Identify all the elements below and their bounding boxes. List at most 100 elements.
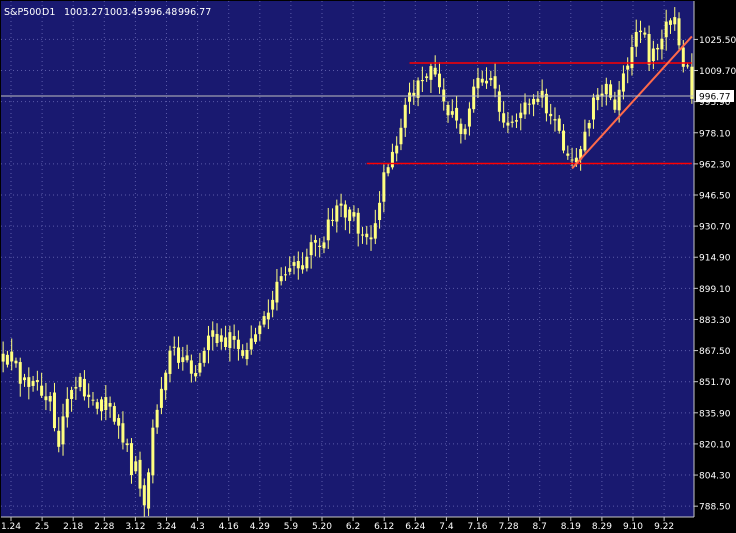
candle-body	[562, 130, 566, 151]
candle-body	[288, 268, 292, 272]
candle-body	[18, 362, 22, 384]
candle-body	[510, 121, 514, 123]
candle-body	[549, 113, 553, 117]
y-tick-label: 978.10	[699, 129, 731, 139]
candle-body	[369, 237, 373, 240]
candle-body	[104, 397, 108, 410]
candle-body	[591, 97, 595, 120]
candle-body	[506, 122, 510, 126]
y-tick-label: 993.90	[699, 98, 731, 108]
candle-body	[194, 373, 198, 377]
candle-body	[44, 396, 48, 401]
candle-body	[621, 73, 625, 92]
candle-body	[557, 118, 561, 131]
candle-body	[82, 378, 86, 397]
candle-body	[446, 104, 450, 116]
candle-body	[117, 418, 121, 426]
candle-body	[40, 385, 44, 396]
candle-body	[87, 394, 91, 398]
candle-body	[279, 276, 283, 282]
x-axis-ticks: 1.24 2.5 2.18 2.28 3.12 3.24 4.3 4.16 4.29 5.9 5.2…	[1, 517, 674, 532]
candle-body	[450, 111, 454, 115]
candle-body	[305, 256, 309, 269]
candle-body	[309, 242, 313, 256]
candle-body	[485, 80, 489, 84]
candle-body	[570, 159, 574, 161]
y-tick-label: 851.70	[699, 378, 731, 388]
candle-body	[121, 423, 125, 443]
candle-body	[112, 406, 116, 422]
x-tick-label: 8.29	[592, 522, 612, 532]
candle-body	[399, 127, 403, 145]
candle-body	[241, 350, 245, 356]
candle-body	[523, 102, 527, 115]
candle-body	[352, 212, 356, 217]
candle-body	[198, 363, 202, 373]
y-tick-label: 962.30	[699, 160, 731, 170]
candle-body	[185, 355, 189, 361]
candle-body	[206, 335, 210, 350]
candle-body	[360, 234, 364, 236]
candle-body	[31, 380, 35, 386]
candle-body	[472, 86, 476, 110]
candle-body	[61, 416, 65, 445]
candle-body	[455, 107, 459, 121]
x-tick-label: 8.19	[561, 522, 581, 532]
y-tick-label: 899.10	[699, 285, 731, 295]
candle-body	[643, 32, 647, 35]
candle-body	[690, 66, 694, 99]
candle-body	[339, 203, 343, 206]
candle-body	[283, 274, 287, 276]
candle-body	[52, 392, 56, 429]
y-tick-label: 914.90	[699, 254, 731, 264]
candle-body	[78, 376, 82, 388]
candle-body	[159, 388, 163, 408]
candle-body	[403, 104, 407, 128]
candle-body	[664, 21, 668, 38]
candle-body	[335, 205, 339, 222]
candle-body	[318, 245, 322, 247]
candle-body	[412, 92, 416, 96]
candle-body	[527, 103, 531, 105]
candle-body	[489, 78, 493, 81]
current-price-tag: 996.77	[696, 89, 734, 102]
candle-body	[544, 93, 548, 114]
x-tick-label: 9.10	[623, 522, 643, 532]
plot-area[interactable]	[1, 1, 694, 517]
y-tick-label: 804.30	[699, 472, 731, 482]
candle-body	[386, 167, 390, 174]
candle-body	[536, 98, 540, 102]
candle-body	[540, 90, 544, 98]
candle-body	[301, 265, 305, 270]
candles	[1, 7, 694, 517]
candle-body	[322, 242, 326, 249]
candle-body	[408, 92, 412, 102]
candle-body	[168, 350, 172, 374]
x-tick-label: 6.12	[374, 522, 394, 532]
x-tick-label: 6.24	[405, 522, 425, 532]
x-tick-label: 7.28	[499, 522, 519, 532]
x-tick-label: 6.2	[346, 522, 360, 532]
candle-body	[673, 17, 677, 25]
candle-body	[232, 336, 236, 340]
candle-body	[215, 333, 219, 344]
candle-body	[609, 84, 613, 98]
candle-body	[493, 76, 497, 89]
header-high: 1003.45	[104, 7, 143, 18]
candle-body	[249, 338, 253, 350]
candle-body	[23, 377, 27, 381]
candle-body	[532, 98, 536, 105]
candle-body	[134, 461, 138, 472]
candle-body	[553, 119, 557, 121]
candle-body	[129, 443, 133, 476]
candle-body	[583, 131, 587, 151]
candle-body	[27, 377, 31, 387]
candle-body	[668, 20, 672, 25]
candle-body	[437, 73, 441, 88]
candle-body	[172, 346, 176, 348]
y-tick-label: 1025.50	[699, 36, 736, 46]
x-tick-label: 1.24	[1, 522, 21, 532]
header-open: 1003.27	[64, 7, 103, 18]
header-symbol: S&P500	[4, 7, 41, 18]
